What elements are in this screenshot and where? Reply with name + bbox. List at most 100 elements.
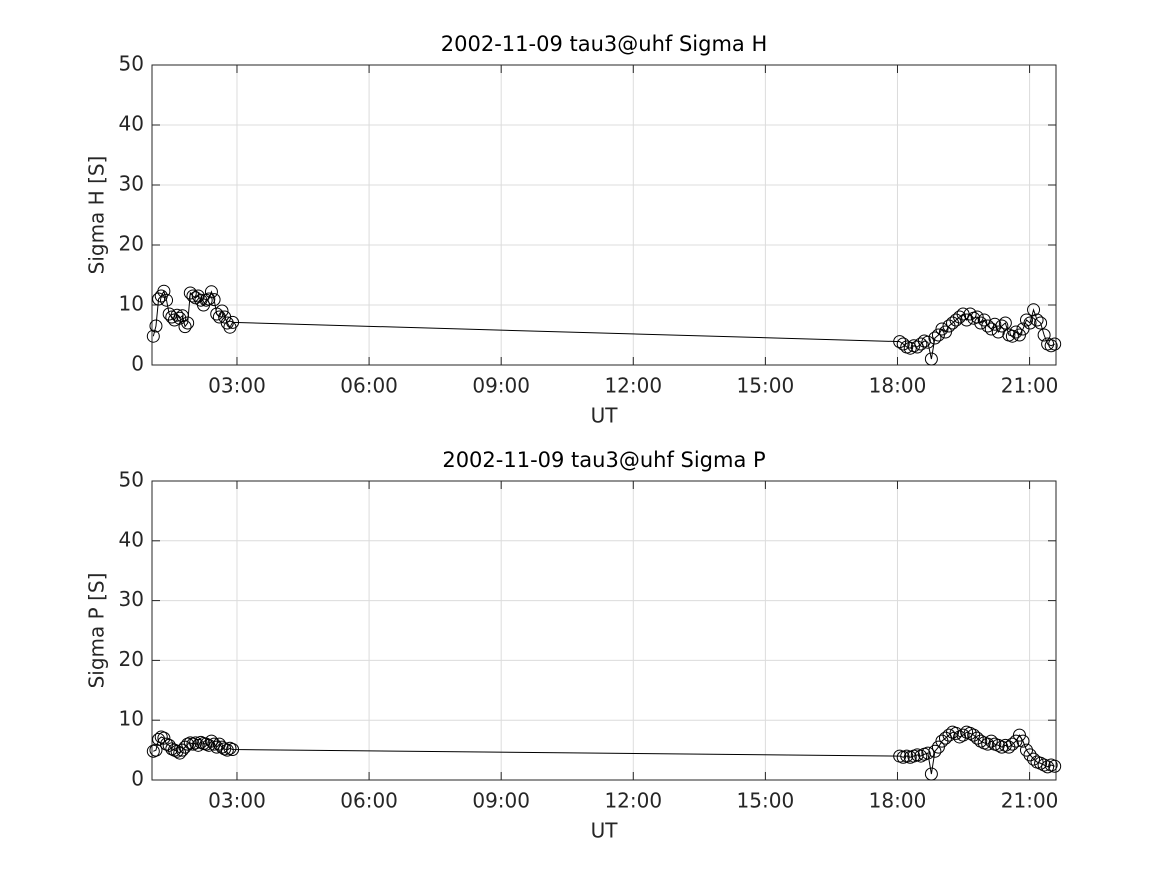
data-point [146,744,160,758]
data-point [1023,748,1037,762]
data-point [223,741,237,755]
data-point [921,335,935,349]
chart-title: 2002-11-09 tau3@uhf Sigma P [442,448,765,472]
data-point [991,738,1005,752]
x-tick-label: 06:00 [340,789,398,813]
data-point [202,292,216,306]
data-point [935,322,949,336]
data-point [189,736,203,750]
data-point [981,319,995,333]
data-point [974,316,988,330]
data-point [1027,752,1041,766]
y-tick-label: 10 [119,707,144,731]
y-tick-label: 40 [119,112,144,136]
data-point [914,749,928,763]
data-point [157,731,171,745]
data-point [149,743,163,757]
data-point [949,726,963,740]
data-point [974,734,988,748]
data-point [226,315,240,329]
data-point [157,284,171,298]
data-point [1005,737,1019,751]
x-tick-label: 21:00 [1001,789,1059,813]
data-point [942,728,956,742]
data-point [995,740,1009,754]
data-point [1019,313,1033,327]
data-point [186,737,200,751]
data-point [893,335,907,349]
data-point [963,726,977,740]
plot-frame [151,480,1057,781]
data-point [956,728,970,742]
data-point [921,746,935,760]
data-point [1041,760,1055,774]
data-point [1044,339,1058,353]
data-point [1027,303,1041,317]
data-point [1005,329,1019,343]
x-tick-label: 15:00 [737,789,795,813]
data-point [981,737,995,751]
data-point [1034,756,1048,770]
data-point [1023,316,1037,330]
y-tick-label: 40 [119,527,144,551]
data-point [1034,316,1048,330]
data-point [1037,328,1051,342]
y-tick-label: 30 [119,587,144,611]
data-point [988,317,1002,331]
x-tick-label: 03:00 [208,374,266,398]
y-axis-label: Sigma P [S] [85,573,109,689]
x-tick-label: 12:00 [604,789,662,813]
x-axis-label: UT [591,404,619,428]
data-point [149,319,163,333]
y-tick-label: 30 [119,172,144,196]
x-tick-label: 09:00 [472,789,530,813]
data-point [207,737,221,751]
data-point [183,736,197,750]
y-tick-label: 20 [119,647,144,671]
data-point [210,740,224,754]
data-point [202,738,216,752]
data-point [1019,743,1033,757]
data-point [924,767,938,781]
data-point [181,316,195,330]
data-point [160,293,174,307]
data-point [186,289,200,303]
data-point [924,352,938,366]
x-axis-label: UT [591,819,619,843]
data-point [170,744,184,758]
data-point [928,744,942,758]
plot-frame [151,64,1057,366]
data-point [995,319,1009,333]
data-point [914,337,928,351]
y-tick-label: 10 [119,292,144,316]
y-axis-label: Sigma H [S] [85,156,109,275]
data-point [154,730,168,744]
data-point [970,731,984,745]
data-point [1009,325,1023,339]
data-point [194,735,208,749]
data-point [146,329,160,343]
data-point [928,331,942,345]
x-tick-label: 21:00 [1001,374,1059,398]
x-tick-label: 09:00 [472,374,530,398]
chart-title: 2002-11-09 tau3@uhf Sigma H [441,32,767,56]
x-tick-label: 06:00 [340,374,398,398]
data-point [191,738,205,752]
data-point [1016,734,1030,748]
data-point [1030,313,1044,327]
data-point [1041,337,1055,351]
x-tick-label: 12:00 [604,374,662,398]
y-tick-label: 20 [119,232,144,256]
x-tick-label: 03:00 [208,789,266,813]
y-tick-label: 0 [131,767,144,791]
x-tick-label: 18:00 [869,789,927,813]
data-point [963,307,977,321]
data-point [152,732,166,746]
data-point [1037,758,1051,772]
data-point [1048,759,1062,773]
x-tick-label: 15:00 [737,374,795,398]
plot-area [152,481,1056,780]
data-point [181,737,195,751]
